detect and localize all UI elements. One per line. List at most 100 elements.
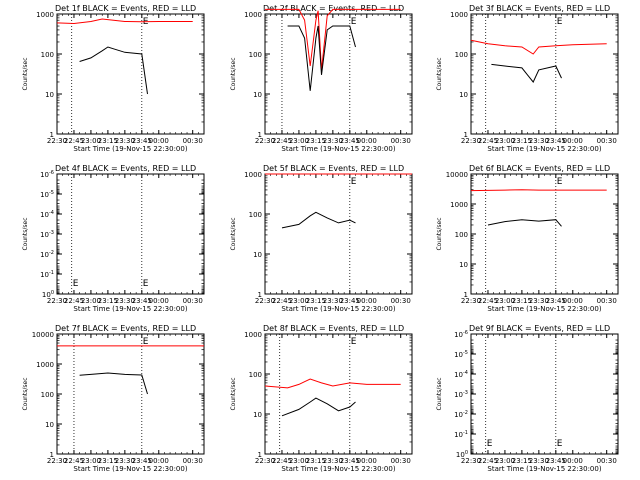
panel-title: Det 1f BLACK = Events, RED = LLD — [55, 4, 196, 13]
series-events-line — [281, 397, 356, 417]
series-lld-line — [470, 189, 607, 192]
x-tick-label: 00:00 — [563, 137, 583, 145]
x-tick-label: 22:30 — [461, 457, 481, 465]
x-tick-label: 23:15 — [512, 137, 532, 145]
x-tick-label: 22:30 — [47, 457, 67, 465]
x-tick-label: 00:30 — [391, 457, 411, 465]
y-tick-label: 1 — [50, 451, 54, 459]
x-tick-label: 23:45 — [132, 457, 152, 465]
x-tick-label: 23:00 — [495, 297, 515, 305]
x-tick-label: 23:45 — [340, 297, 360, 305]
x-axis-label: Start Time (19-Nov-15 22:30:00) — [73, 145, 187, 153]
x-tick-label: 23:15 — [512, 297, 532, 305]
x-tick-label: 00:00 — [149, 137, 169, 145]
y-tick-label: 10 — [459, 91, 468, 99]
x-tick-label: 23:00 — [81, 137, 101, 145]
time-marker-label: E — [557, 17, 563, 27]
plot-frame — [56, 13, 205, 135]
x-tick-label: 22:45 — [478, 297, 498, 305]
x-tick-label: 23:15 — [306, 457, 326, 465]
panel-5: Det 5f BLACK = Events, RED = LLD 1 10 100 10… — [230, 164, 413, 313]
x-tick-label: 22:30 — [255, 297, 275, 305]
x-tick-label: 00:00 — [149, 457, 169, 465]
y-tick-label: 10 — [253, 251, 262, 259]
y-tick-label: 100 — [455, 51, 468, 59]
panel-title: Det 3f BLACK = Events, RED = LLD — [469, 4, 610, 13]
x-tick-label: 23:45 — [340, 137, 360, 145]
time-marker-label: E — [351, 337, 357, 347]
x-tick-label: 23:30 — [115, 297, 135, 305]
x-tick-label: 23:00 — [289, 297, 309, 305]
x-tick-label: 00:00 — [563, 297, 583, 305]
y-tick-label: 1 — [50, 131, 54, 139]
series-events-line — [287, 25, 356, 91]
y-tick-label: 10-5 — [40, 190, 54, 199]
panel-7: Det 7f BLACK = Events, RED = LLD 1 10 100 10… — [22, 324, 205, 473]
y-tick-label: 1 — [464, 131, 468, 139]
y-axis-label: Counts/sec — [22, 377, 29, 410]
y-axis-label: Counts/sec — [230, 57, 237, 90]
series-events-line — [79, 46, 148, 95]
y-tick-label: 100 — [249, 51, 262, 59]
x-tick-label: 00:30 — [183, 297, 203, 305]
x-axis-label: Start Time (19-Nov-15 22:30:00) — [487, 145, 601, 153]
y-axis-label: Counts/sec — [436, 377, 443, 410]
x-tick-label: 22:30 — [255, 457, 275, 465]
y-axis-label: Counts/sec — [230, 377, 237, 410]
y-tick-label: 10 — [459, 261, 468, 269]
y-tick-label: 10000 — [32, 331, 54, 339]
x-tick-label: 23:30 — [323, 137, 343, 145]
plot-frame — [264, 13, 413, 135]
y-tick-label: 1000 — [244, 331, 262, 339]
y-tick-label: 1000 — [450, 201, 468, 209]
x-tick-label: 00:00 — [563, 457, 583, 465]
y-tick-label: 10-6 — [454, 330, 468, 339]
y-tick-label: 1000 — [36, 361, 54, 369]
y-tick-label: 10-5 — [454, 350, 468, 359]
y-axis-label: Counts/sec — [230, 217, 237, 250]
panel-3: Det 3f BLACK = Events, RED = LLD 1 10 100 10… — [436, 4, 619, 153]
y-axis-label: Counts/sec — [436, 217, 443, 250]
x-tick-label: 22:30 — [255, 137, 275, 145]
x-tick-label: 23:15 — [306, 137, 326, 145]
panel-9: Det 9f BLACK = Events, RED = LLD 100 10-1 1… — [436, 324, 619, 473]
x-tick-label: 00:30 — [597, 457, 617, 465]
x-tick-label: 23:30 — [529, 137, 549, 145]
y-axis-label: Counts/sec — [22, 57, 29, 90]
y-tick-label: 1000 — [244, 11, 262, 19]
y-tick-label: 10-4 — [40, 210, 54, 219]
x-tick-label: 23:00 — [81, 457, 101, 465]
time-marker-label: E — [143, 279, 149, 289]
x-tick-label: 23:45 — [132, 297, 152, 305]
time-marker-label: E — [351, 177, 357, 187]
series-lld-line — [265, 8, 401, 70]
plot-frame — [470, 13, 619, 135]
y-tick-label: 1 — [464, 291, 468, 299]
series-lld-line — [470, 39, 607, 55]
x-tick-label: 23:45 — [132, 137, 152, 145]
x-tick-label: 00:00 — [357, 137, 377, 145]
series-events-line — [491, 63, 562, 83]
x-tick-label: 23:15 — [98, 297, 118, 305]
y-tick-label: 100 — [249, 211, 262, 219]
x-tick-label: 23:00 — [289, 457, 309, 465]
x-tick-label: 00:00 — [357, 457, 377, 465]
x-axis-label: Start Time (19-Nov-15 22:30:00) — [281, 145, 395, 153]
x-tick-label: 22:45 — [272, 137, 292, 145]
y-axis-label: Counts/sec — [22, 217, 29, 250]
x-tick-label: 23:30 — [323, 297, 343, 305]
panel-title: Det 9f BLACK = Events, RED = LLD — [469, 324, 610, 333]
panel-1: Det 1f BLACK = Events, RED = LLD 1 10 100 10… — [22, 4, 205, 153]
x-tick-label: 22:30 — [461, 297, 481, 305]
x-tick-label: 00:30 — [183, 457, 203, 465]
x-tick-label: 22:30 — [461, 137, 481, 145]
x-tick-label: 22:30 — [47, 137, 67, 145]
y-tick-label: 100 — [456, 450, 468, 459]
x-tick-label: 22:45 — [478, 137, 498, 145]
panel-title: Det 5f BLACK = Events, RED = LLD — [263, 164, 404, 173]
panel-2: Det 2f BLACK = Events, RED = LLD 1 10 100 10… — [230, 4, 413, 153]
series-events-line — [281, 211, 356, 229]
x-tick-label: 23:15 — [98, 137, 118, 145]
y-tick-label: 10-3 — [40, 230, 54, 239]
y-tick-label: 10 — [253, 411, 262, 419]
